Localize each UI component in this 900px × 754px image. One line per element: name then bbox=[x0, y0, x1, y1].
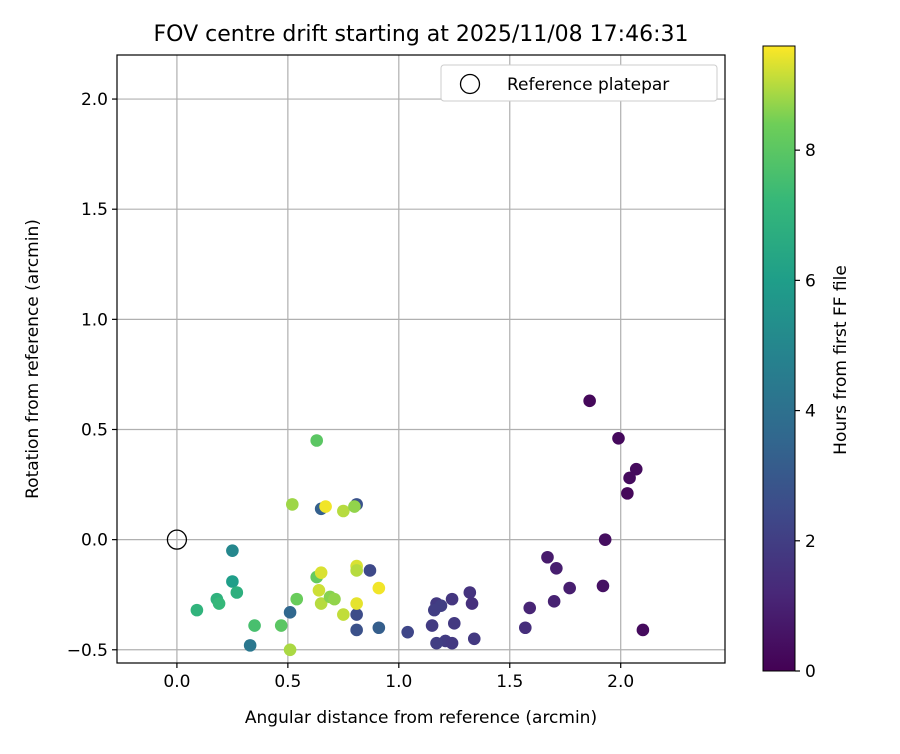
y-tick-label: 0.0 bbox=[81, 531, 108, 551]
data-point bbox=[350, 564, 363, 577]
y-tick-label: −0.5 bbox=[67, 641, 108, 661]
x-tick-label: 1.0 bbox=[385, 672, 412, 692]
chart-title: FOV centre drift starting at 2025/11/08 … bbox=[154, 22, 689, 47]
y-axis-ticks: −0.5 0.0 0.5 1.0 1.5 2.0 bbox=[67, 90, 117, 661]
data-point bbox=[445, 592, 459, 606]
data-point bbox=[428, 603, 441, 617]
colorbar-label: Hours from first FF file bbox=[831, 265, 851, 455]
data-point bbox=[226, 544, 239, 557]
data-point bbox=[547, 595, 561, 608]
colorbar-tick-label: 2 bbox=[805, 532, 816, 552]
data-point bbox=[248, 619, 261, 632]
data-point bbox=[465, 597, 479, 610]
data-point bbox=[621, 487, 634, 500]
data-point bbox=[636, 623, 650, 637]
colorbar: 0 2 4 6 8 Hours from first FF file bbox=[762, 45, 851, 682]
data-point bbox=[623, 471, 636, 485]
data-point bbox=[425, 619, 439, 632]
x-tick-label: 0.5 bbox=[274, 672, 301, 692]
data-point bbox=[190, 603, 204, 617]
data-point bbox=[337, 608, 350, 621]
data-point bbox=[372, 621, 386, 635]
data-point bbox=[467, 632, 481, 646]
x-tick-label: 2.0 bbox=[607, 672, 634, 692]
legend-entry-reference-platepar: Reference platepar bbox=[507, 75, 669, 95]
data-point bbox=[319, 500, 332, 513]
reference-platepar-marker bbox=[166, 529, 188, 550]
data-point bbox=[283, 643, 297, 657]
data-point bbox=[312, 584, 326, 597]
y-tick-label: 2.0 bbox=[81, 90, 108, 110]
reference-marker-layer bbox=[166, 529, 188, 550]
data-point bbox=[350, 623, 363, 637]
data-point bbox=[283, 606, 297, 619]
data-point bbox=[212, 597, 226, 610]
legend-marker-circle-icon bbox=[459, 73, 481, 95]
data-point bbox=[328, 592, 341, 606]
data-point bbox=[372, 581, 386, 595]
data-point bbox=[550, 561, 563, 575]
data-point bbox=[350, 597, 363, 610]
x-tick-label: 1.5 bbox=[496, 672, 523, 692]
data-points bbox=[190, 394, 650, 657]
data-point bbox=[463, 586, 477, 599]
data-point bbox=[290, 592, 304, 606]
data-point bbox=[274, 619, 288, 632]
data-point bbox=[314, 566, 328, 579]
y-tick-label: 1.0 bbox=[81, 310, 108, 330]
data-point bbox=[518, 621, 532, 635]
data-point bbox=[598, 533, 612, 546]
x-tick-label: 0.0 bbox=[163, 672, 190, 692]
data-point bbox=[350, 608, 363, 621]
data-point bbox=[523, 601, 537, 615]
data-point bbox=[563, 581, 576, 595]
data-point bbox=[314, 597, 328, 610]
data-point bbox=[363, 564, 377, 577]
data-point bbox=[230, 586, 244, 599]
colorbar-tick-label: 0 bbox=[805, 662, 816, 682]
data-point bbox=[596, 579, 610, 593]
data-point bbox=[445, 636, 459, 650]
y-tick-label: 0.5 bbox=[81, 420, 108, 440]
colorbar-tick-label: 6 bbox=[805, 271, 816, 291]
data-point bbox=[337, 504, 350, 518]
x-axis-ticks: 0.0 0.5 1.0 1.5 2.0 bbox=[163, 663, 634, 692]
legend-box bbox=[440, 64, 718, 102]
data-point bbox=[541, 550, 554, 564]
data-point bbox=[310, 434, 324, 447]
data-point bbox=[226, 575, 239, 588]
data-point bbox=[447, 617, 461, 630]
data-point bbox=[629, 462, 643, 476]
data-point bbox=[243, 639, 257, 652]
y-axis-label: Rotation from reference (arcmin) bbox=[23, 219, 43, 499]
data-point bbox=[583, 394, 596, 408]
colorbar-gradient bbox=[762, 45, 796, 672]
colorbar-ticks: 0 2 4 6 8 bbox=[795, 141, 816, 682]
data-point bbox=[348, 500, 361, 513]
data-point bbox=[401, 625, 414, 639]
data-point bbox=[430, 636, 443, 650]
legend: Reference platepar bbox=[440, 64, 718, 102]
x-axis-label: Angular distance from reference (arcmin) bbox=[245, 708, 597, 728]
data-point bbox=[612, 432, 625, 445]
plot-frame bbox=[116, 54, 726, 664]
colorbar-tick-label: 8 bbox=[805, 141, 816, 161]
y-tick-label: 1.5 bbox=[81, 200, 108, 220]
colorbar-tick-label: 4 bbox=[805, 402, 816, 422]
data-point bbox=[285, 498, 299, 511]
grid-lines bbox=[117, 55, 725, 663]
